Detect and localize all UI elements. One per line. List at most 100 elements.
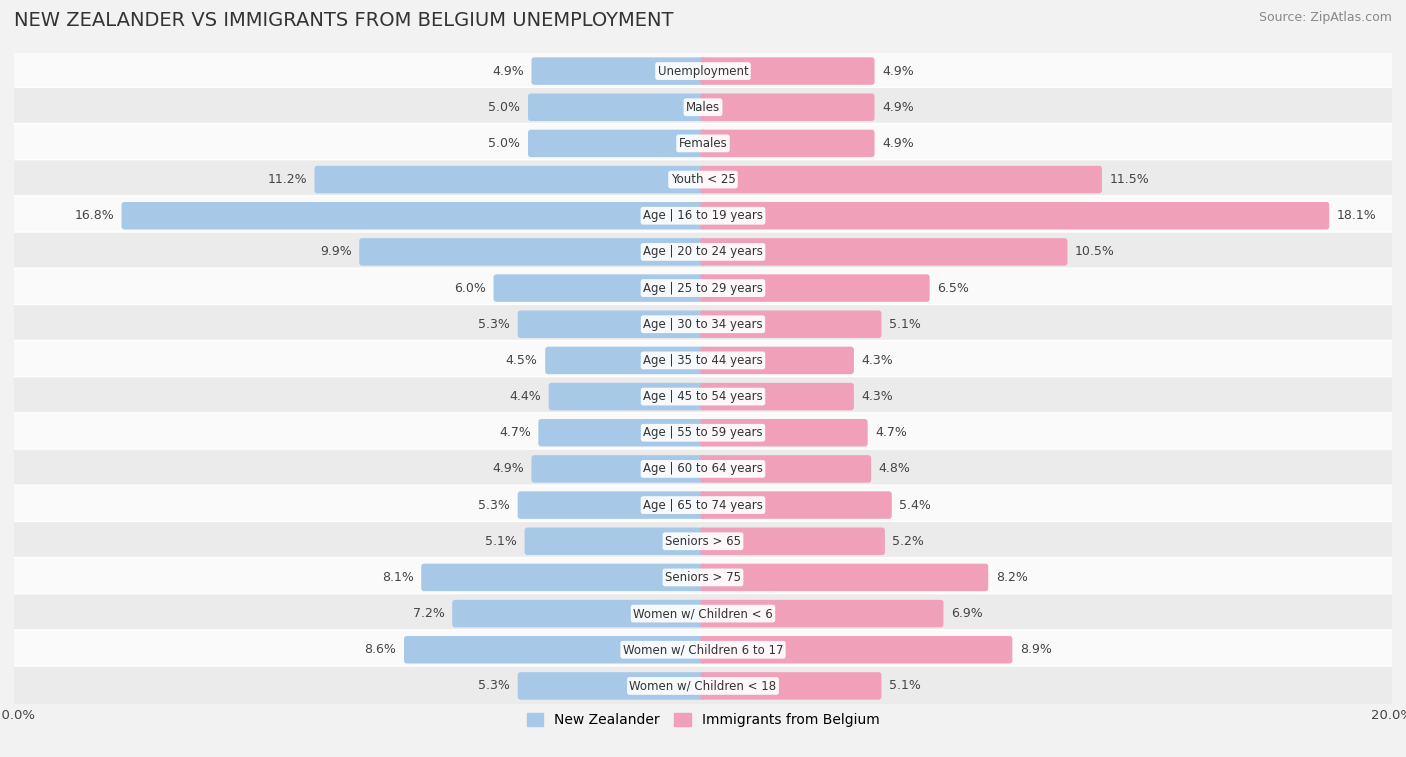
FancyBboxPatch shape: [13, 630, 1393, 670]
FancyBboxPatch shape: [700, 166, 1102, 193]
FancyBboxPatch shape: [13, 413, 1393, 453]
Text: 6.9%: 6.9%: [950, 607, 983, 620]
FancyBboxPatch shape: [13, 196, 1393, 235]
Text: Age | 35 to 44 years: Age | 35 to 44 years: [643, 354, 763, 367]
Text: 18.1%: 18.1%: [1337, 209, 1376, 223]
Text: Unemployment: Unemployment: [658, 64, 748, 77]
FancyBboxPatch shape: [422, 564, 706, 591]
FancyBboxPatch shape: [700, 383, 853, 410]
FancyBboxPatch shape: [700, 202, 1329, 229]
Text: 5.3%: 5.3%: [478, 499, 510, 512]
Text: 11.2%: 11.2%: [267, 173, 307, 186]
Text: 4.9%: 4.9%: [882, 101, 914, 114]
Text: Women w/ Children < 6: Women w/ Children < 6: [633, 607, 773, 620]
Text: 7.2%: 7.2%: [413, 607, 444, 620]
FancyBboxPatch shape: [359, 238, 706, 266]
FancyBboxPatch shape: [13, 377, 1393, 416]
FancyBboxPatch shape: [13, 268, 1393, 308]
FancyBboxPatch shape: [548, 383, 706, 410]
FancyBboxPatch shape: [700, 600, 943, 628]
FancyBboxPatch shape: [538, 419, 706, 447]
FancyBboxPatch shape: [529, 94, 706, 121]
FancyBboxPatch shape: [404, 636, 706, 663]
FancyBboxPatch shape: [13, 522, 1393, 561]
Text: Seniors > 65: Seniors > 65: [665, 534, 741, 548]
Text: 5.4%: 5.4%: [900, 499, 931, 512]
FancyBboxPatch shape: [531, 58, 706, 85]
Text: Age | 55 to 59 years: Age | 55 to 59 years: [643, 426, 763, 439]
FancyBboxPatch shape: [453, 600, 706, 628]
Text: 16.8%: 16.8%: [75, 209, 114, 223]
FancyBboxPatch shape: [700, 528, 884, 555]
FancyBboxPatch shape: [13, 87, 1393, 127]
FancyBboxPatch shape: [700, 455, 872, 483]
Text: 8.6%: 8.6%: [364, 643, 396, 656]
Text: 4.3%: 4.3%: [862, 354, 893, 367]
Text: 5.0%: 5.0%: [488, 101, 520, 114]
Text: 5.3%: 5.3%: [478, 680, 510, 693]
FancyBboxPatch shape: [524, 528, 706, 555]
FancyBboxPatch shape: [315, 166, 706, 193]
Legend: New Zealander, Immigrants from Belgium: New Zealander, Immigrants from Belgium: [522, 708, 884, 733]
Text: 4.7%: 4.7%: [875, 426, 907, 439]
FancyBboxPatch shape: [13, 485, 1393, 525]
Text: Seniors > 75: Seniors > 75: [665, 571, 741, 584]
Text: 5.1%: 5.1%: [889, 318, 921, 331]
FancyBboxPatch shape: [700, 636, 1012, 663]
FancyBboxPatch shape: [494, 274, 706, 302]
Text: 5.0%: 5.0%: [488, 137, 520, 150]
Text: 9.9%: 9.9%: [321, 245, 352, 258]
FancyBboxPatch shape: [700, 419, 868, 447]
Text: Women w/ Children < 18: Women w/ Children < 18: [630, 680, 776, 693]
Text: 4.9%: 4.9%: [492, 64, 524, 77]
FancyBboxPatch shape: [121, 202, 706, 229]
Text: Age | 45 to 54 years: Age | 45 to 54 years: [643, 390, 763, 403]
Text: 5.1%: 5.1%: [889, 680, 921, 693]
Text: 5.1%: 5.1%: [485, 534, 517, 548]
FancyBboxPatch shape: [700, 274, 929, 302]
FancyBboxPatch shape: [546, 347, 706, 374]
Text: Age | 25 to 29 years: Age | 25 to 29 years: [643, 282, 763, 294]
Text: 4.4%: 4.4%: [509, 390, 541, 403]
FancyBboxPatch shape: [13, 123, 1393, 164]
Text: Age | 60 to 64 years: Age | 60 to 64 years: [643, 463, 763, 475]
FancyBboxPatch shape: [13, 160, 1393, 200]
Text: 4.7%: 4.7%: [499, 426, 531, 439]
Text: 4.9%: 4.9%: [882, 137, 914, 150]
FancyBboxPatch shape: [517, 310, 706, 338]
FancyBboxPatch shape: [700, 129, 875, 157]
Text: Males: Males: [686, 101, 720, 114]
FancyBboxPatch shape: [529, 129, 706, 157]
FancyBboxPatch shape: [700, 672, 882, 699]
Text: 5.3%: 5.3%: [478, 318, 510, 331]
FancyBboxPatch shape: [700, 238, 1067, 266]
FancyBboxPatch shape: [13, 666, 1393, 706]
FancyBboxPatch shape: [517, 491, 706, 519]
FancyBboxPatch shape: [700, 564, 988, 591]
FancyBboxPatch shape: [700, 491, 891, 519]
Text: 8.9%: 8.9%: [1019, 643, 1052, 656]
Text: 11.5%: 11.5%: [1109, 173, 1149, 186]
Text: Age | 30 to 34 years: Age | 30 to 34 years: [643, 318, 763, 331]
Text: 5.2%: 5.2%: [893, 534, 924, 548]
Text: Age | 20 to 24 years: Age | 20 to 24 years: [643, 245, 763, 258]
Text: 4.8%: 4.8%: [879, 463, 911, 475]
Text: Age | 16 to 19 years: Age | 16 to 19 years: [643, 209, 763, 223]
Text: 6.0%: 6.0%: [454, 282, 486, 294]
FancyBboxPatch shape: [13, 232, 1393, 272]
Text: Females: Females: [679, 137, 727, 150]
FancyBboxPatch shape: [13, 304, 1393, 344]
Text: Age | 65 to 74 years: Age | 65 to 74 years: [643, 499, 763, 512]
FancyBboxPatch shape: [13, 557, 1393, 597]
FancyBboxPatch shape: [531, 455, 706, 483]
Text: 4.5%: 4.5%: [506, 354, 537, 367]
Text: 4.9%: 4.9%: [882, 64, 914, 77]
Text: Women w/ Children 6 to 17: Women w/ Children 6 to 17: [623, 643, 783, 656]
FancyBboxPatch shape: [700, 310, 882, 338]
Text: Source: ZipAtlas.com: Source: ZipAtlas.com: [1258, 11, 1392, 24]
Text: NEW ZEALANDER VS IMMIGRANTS FROM BELGIUM UNEMPLOYMENT: NEW ZEALANDER VS IMMIGRANTS FROM BELGIUM…: [14, 11, 673, 30]
FancyBboxPatch shape: [700, 58, 875, 85]
Text: Youth < 25: Youth < 25: [671, 173, 735, 186]
FancyBboxPatch shape: [13, 593, 1393, 634]
FancyBboxPatch shape: [517, 672, 706, 699]
